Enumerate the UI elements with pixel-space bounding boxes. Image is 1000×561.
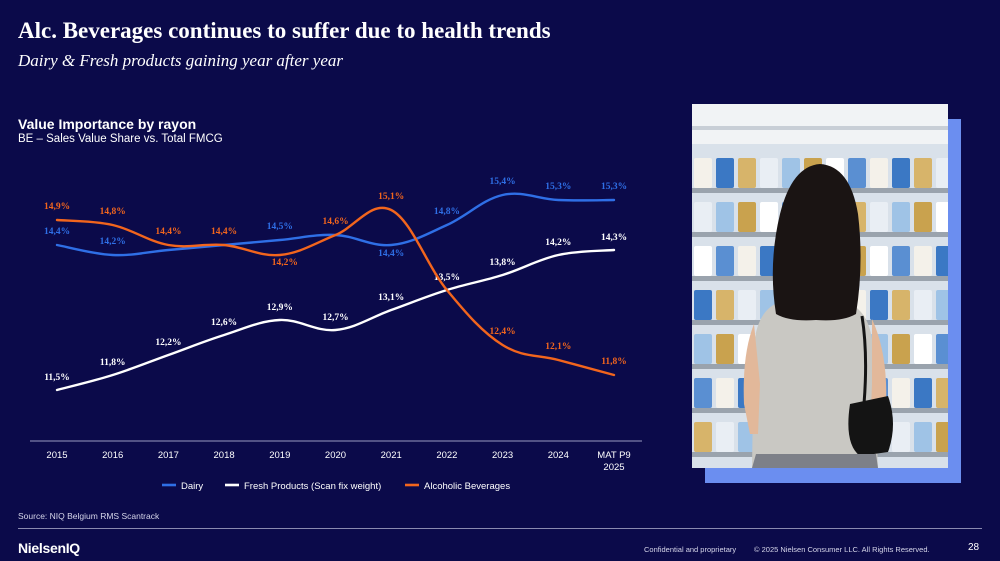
data-label: 14,4% xyxy=(378,249,404,259)
data-label: 12,1% xyxy=(545,342,571,352)
data-label: 14,6% xyxy=(322,217,348,227)
data-label: 11,5% xyxy=(44,373,70,383)
nielseniq-logo: NielsenIQ xyxy=(18,540,80,556)
source-note: Source: NIQ Belgium RMS Scantrack xyxy=(18,511,160,521)
x-tick-label: MAT P9 2025 xyxy=(597,450,630,473)
x-tick-label: 2023 xyxy=(492,450,513,461)
data-label: 14,8% xyxy=(434,207,460,217)
chart-title: Value Importance by rayon xyxy=(18,116,197,132)
x-tick-label: 2024 xyxy=(548,450,569,461)
x-tick-label: 2019 xyxy=(269,450,290,461)
data-label: 13,1% xyxy=(378,293,404,303)
data-label: 14,2% xyxy=(272,258,298,268)
legend-label: Dairy xyxy=(181,481,203,492)
x-tick-label: 2015 xyxy=(46,450,67,461)
data-label: 14,4% xyxy=(44,227,70,237)
data-label: 12,7% xyxy=(322,313,348,323)
data-label: 14,2% xyxy=(545,238,571,248)
confidential-note: Confidential and proprietary xyxy=(644,545,737,554)
x-tick-label: 2020 xyxy=(325,450,346,461)
slide-subtitle: Dairy & Fresh products gaining year afte… xyxy=(18,51,344,70)
data-label: 14,4% xyxy=(211,227,237,237)
x-tick-label: 2021 xyxy=(381,450,402,461)
legend-label: Fresh Products (Scan fix weight) xyxy=(244,481,381,492)
data-label: 14,9% xyxy=(44,202,70,212)
page-number: 28 xyxy=(968,542,980,553)
data-label: 12,2% xyxy=(155,338,181,348)
data-label: 14,2% xyxy=(100,237,126,247)
data-label: 12,4% xyxy=(490,327,516,337)
data-label: 15,3% xyxy=(601,182,627,192)
data-label: 13,8% xyxy=(490,258,516,268)
footer-divider xyxy=(18,528,982,529)
series-line-alcoholic-beverages xyxy=(55,206,616,377)
data-label: 14,3% xyxy=(601,233,627,243)
data-label: 12,9% xyxy=(267,303,293,313)
data-label: 15,4% xyxy=(490,177,516,187)
data-label: 11,8% xyxy=(100,358,126,368)
legend-label: Alcoholic Beverages xyxy=(424,481,510,492)
copyright-note: © 2025 Nielsen Consumer LLC. All Rights … xyxy=(754,545,930,554)
data-label: 12,6% xyxy=(211,318,237,328)
x-tick-label: 2022 xyxy=(436,450,457,461)
data-label: 14,8% xyxy=(100,207,126,217)
x-tick-label: 2017 xyxy=(158,450,179,461)
x-tick-label: 2018 xyxy=(214,450,235,461)
data-label: 14,4% xyxy=(155,227,181,237)
series-line-fresh-products-scan-fix-weight- xyxy=(55,248,616,392)
data-label: 15,3% xyxy=(545,182,571,192)
slide-title: Alc. Beverages continues to suffer due t… xyxy=(18,18,551,43)
data-label: 14,5% xyxy=(267,222,293,232)
x-tick-label: 2016 xyxy=(102,450,123,461)
chart-subtitle: BE – Sales Value Share vs. Total FMCG xyxy=(18,133,223,145)
data-label: 15,1% xyxy=(378,192,404,202)
data-label: 11,8% xyxy=(601,357,627,367)
line-chart: 2015 2016 2017 2018 2019 2020 2021 2022 2023 2024… xyxy=(30,177,642,492)
data-label: 13,5% xyxy=(434,273,460,283)
photo-woman-at-shelf xyxy=(692,104,948,468)
